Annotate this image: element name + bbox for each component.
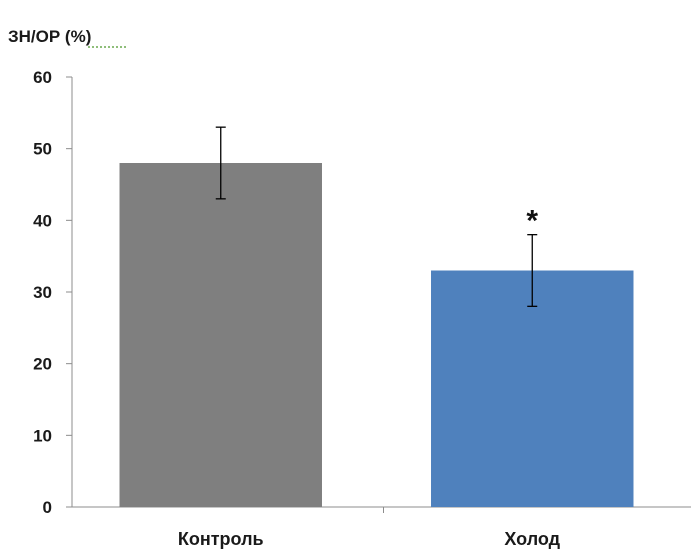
y-tick-label: 60 — [33, 68, 52, 87]
y-tick-label: 10 — [33, 426, 52, 445]
category-label: Контроль — [178, 529, 264, 549]
y-tick-label: 50 — [33, 140, 52, 159]
bar-control — [119, 163, 322, 507]
y-tick-label: 30 — [33, 283, 52, 302]
category-label: Холод — [504, 529, 560, 549]
plot-area: 0 10 20 30 40 50 60 Контроль Холод * — [33, 68, 691, 549]
significance-marker: * — [526, 205, 538, 238]
y-tick-label: 40 — [33, 211, 52, 230]
bar-cold — [431, 270, 634, 507]
y-tick-label: 20 — [33, 355, 52, 374]
y-axis-title: ЗН/ОР (%) — [8, 27, 91, 46]
y-tick-label: 0 — [43, 498, 52, 517]
